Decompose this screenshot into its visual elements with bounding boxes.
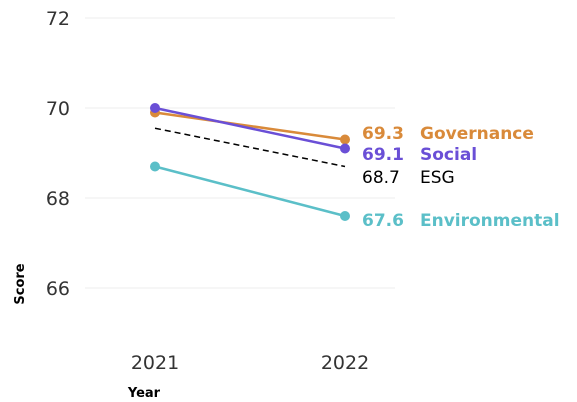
y-tick-labels: 72 70 68 66	[46, 8, 70, 300]
y-tick-label: 68	[46, 188, 70, 210]
x-tick-labels: 2021 2022	[131, 352, 369, 374]
x-axis-title: Year	[127, 386, 161, 401]
social-point-2022	[340, 143, 350, 154]
governance-series-label: Governance	[420, 124, 534, 144]
social-point-2021	[150, 103, 160, 113]
environmental-series-label: Environmental	[420, 211, 560, 231]
gridlines	[85, 17, 395, 289]
x-tick-label: 2021	[131, 352, 179, 374]
environmental-point-2022	[340, 211, 350, 221]
social-value-label: 69.1	[362, 145, 404, 165]
governance-point-2022	[340, 134, 350, 145]
esg-value-label: 68.7	[362, 168, 400, 188]
y-axis-title: Score	[13, 263, 28, 304]
y-tick-label: 66	[46, 278, 70, 300]
social-series-label: Social	[420, 145, 477, 165]
y-tick-label: 70	[46, 98, 70, 120]
x-tick-label: 2022	[321, 352, 369, 374]
y-tick-label: 72	[46, 8, 70, 30]
series-lines	[150, 103, 350, 221]
environmental-line	[154, 165, 346, 218]
governance-value-label: 69.3	[362, 124, 404, 144]
environmental-point-2021	[150, 161, 160, 172]
environmental-value-label: 67.6	[362, 211, 404, 231]
governance-line	[154, 111, 346, 141]
esg-line	[154, 127, 346, 168]
end-labels: 69.3 Governance 69.1 Social 68.7 ESG 67.6 Envir…	[362, 124, 560, 231]
esg-series-label: ESG	[420, 168, 455, 188]
social-line	[154, 106, 346, 150]
